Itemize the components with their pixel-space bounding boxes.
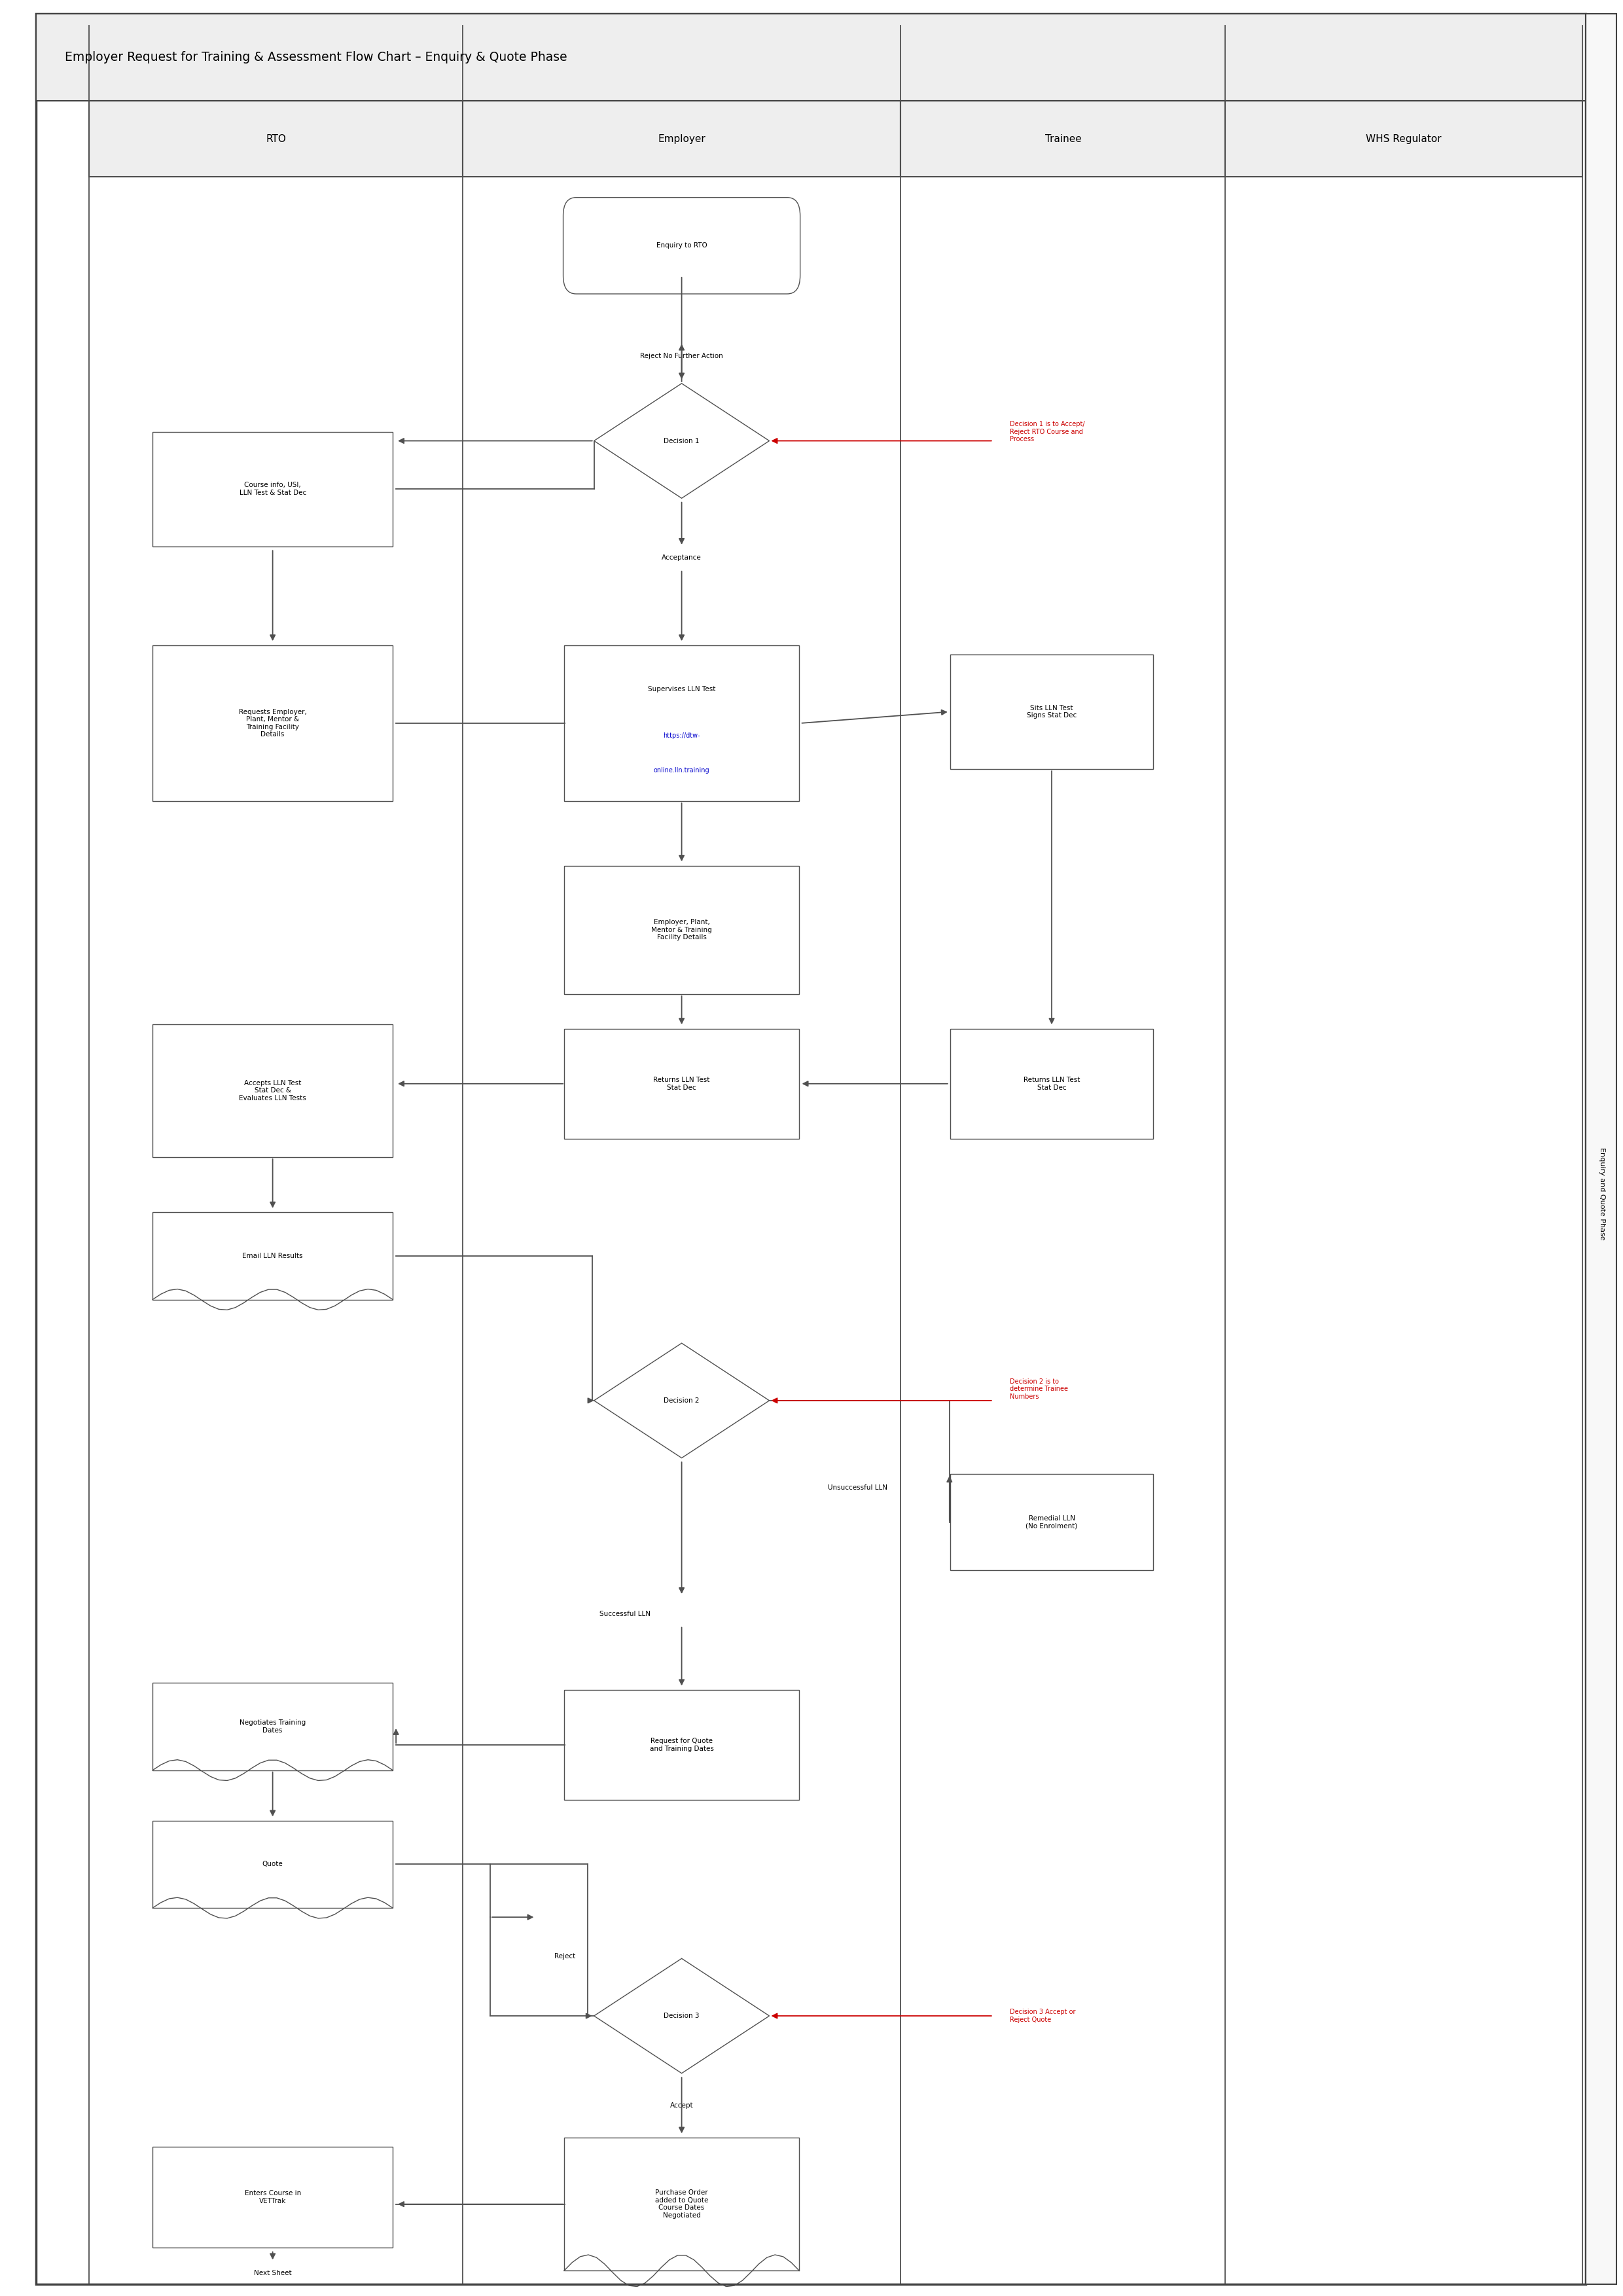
FancyBboxPatch shape [565,1029,799,1139]
Text: Successful LLN: Successful LLN [599,1612,651,1616]
FancyBboxPatch shape [565,866,799,994]
FancyBboxPatch shape [153,2147,393,2248]
Polygon shape [594,1343,769,1458]
FancyBboxPatch shape [565,2138,799,2271]
Text: Employer Request for Training & Assessment Flow Chart – Enquiry & Quote Phase: Employer Request for Training & Assessme… [65,51,568,64]
Text: Enquiry to RTO: Enquiry to RTO [656,243,708,248]
Text: Unsuccessful LLN: Unsuccessful LLN [828,1486,888,1490]
Text: Course info, USI,
LLN Test & Stat Dec: Course info, USI, LLN Test & Stat Dec [239,482,307,496]
Text: RTO: RTO [266,133,286,145]
Text: Accepts LLN Test
Stat Dec &
Evaluates LLN Tests: Accepts LLN Test Stat Dec & Evaluates LL… [239,1079,307,1102]
FancyBboxPatch shape [153,1024,393,1157]
Text: Acceptance: Acceptance [662,556,701,560]
Text: Employer, Plant,
Mentor & Training
Facility Details: Employer, Plant, Mentor & Training Facil… [651,918,712,941]
Text: Quote: Quote [263,1862,282,1867]
Text: Decision 2: Decision 2 [664,1398,700,1403]
Text: Decision 3 Accept or
Reject Quote: Decision 3 Accept or Reject Quote [1010,2009,1076,2023]
Text: Purchase Order
added to Quote
Course Dates
Negotiated: Purchase Order added to Quote Course Dat… [656,2190,708,2218]
FancyBboxPatch shape [463,101,901,177]
Text: Trainee: Trainee [1045,133,1081,145]
Text: https://dtw-: https://dtw- [664,732,700,739]
FancyBboxPatch shape [565,1690,799,1800]
FancyBboxPatch shape [951,1474,1152,1570]
FancyBboxPatch shape [951,654,1152,769]
Text: Returns LLN Test
Stat Dec: Returns LLN Test Stat Dec [654,1077,709,1091]
Text: Decision 3: Decision 3 [664,2014,700,2018]
FancyBboxPatch shape [951,1029,1152,1139]
FancyBboxPatch shape [901,101,1225,177]
FancyBboxPatch shape [89,101,463,177]
Polygon shape [594,383,769,498]
Text: Accept: Accept [670,2103,693,2108]
FancyBboxPatch shape [563,197,800,294]
Text: Requests Employer,
Plant, Mentor &
Training Facility
Details: Requests Employer, Plant, Mentor & Train… [239,709,307,737]
Text: Enquiry and Quote Phase: Enquiry and Quote Phase [1599,1148,1605,1240]
Text: Returns LLN Test
Stat Dec: Returns LLN Test Stat Dec [1024,1077,1079,1091]
Text: Email LLN Results: Email LLN Results [242,1254,304,1258]
FancyBboxPatch shape [153,1683,393,1770]
FancyBboxPatch shape [153,645,393,801]
Text: Remedial LLN
(No Enrolment): Remedial LLN (No Enrolment) [1026,1515,1078,1529]
FancyBboxPatch shape [36,14,1586,2285]
Text: Employer: Employer [657,133,706,145]
Text: online.lln.training: online.lln.training [654,767,709,774]
Text: Sits LLN Test
Signs Stat Dec: Sits LLN Test Signs Stat Dec [1027,705,1076,719]
Text: Supervises LLN Test: Supervises LLN Test [648,687,716,691]
FancyBboxPatch shape [1225,101,1582,177]
Text: WHS Regulator: WHS Regulator [1367,133,1441,145]
Text: Enters Course in
VETTrak: Enters Course in VETTrak [245,2190,300,2204]
FancyBboxPatch shape [565,645,799,801]
Text: Decision 1: Decision 1 [664,439,700,443]
FancyBboxPatch shape [36,14,1586,101]
Text: Request for Quote
and Training Dates: Request for Quote and Training Dates [649,1738,714,1752]
Text: Reject No Further Action: Reject No Further Action [639,354,724,358]
Text: Decision 1 is to Accept/
Reject RTO Course and
Process: Decision 1 is to Accept/ Reject RTO Cour… [1010,420,1084,443]
FancyBboxPatch shape [1586,14,1617,2285]
FancyBboxPatch shape [153,432,393,546]
FancyBboxPatch shape [153,1821,393,1908]
Text: Decision 2 is to
determine Trainee
Numbers: Decision 2 is to determine Trainee Numbe… [1010,1378,1068,1401]
Text: Negotiates Training
Dates: Negotiates Training Dates [240,1720,305,1733]
FancyBboxPatch shape [153,1212,393,1300]
Polygon shape [594,1958,769,2073]
Text: Next Sheet: Next Sheet [253,2271,292,2275]
Text: Reject: Reject [553,1954,576,1958]
